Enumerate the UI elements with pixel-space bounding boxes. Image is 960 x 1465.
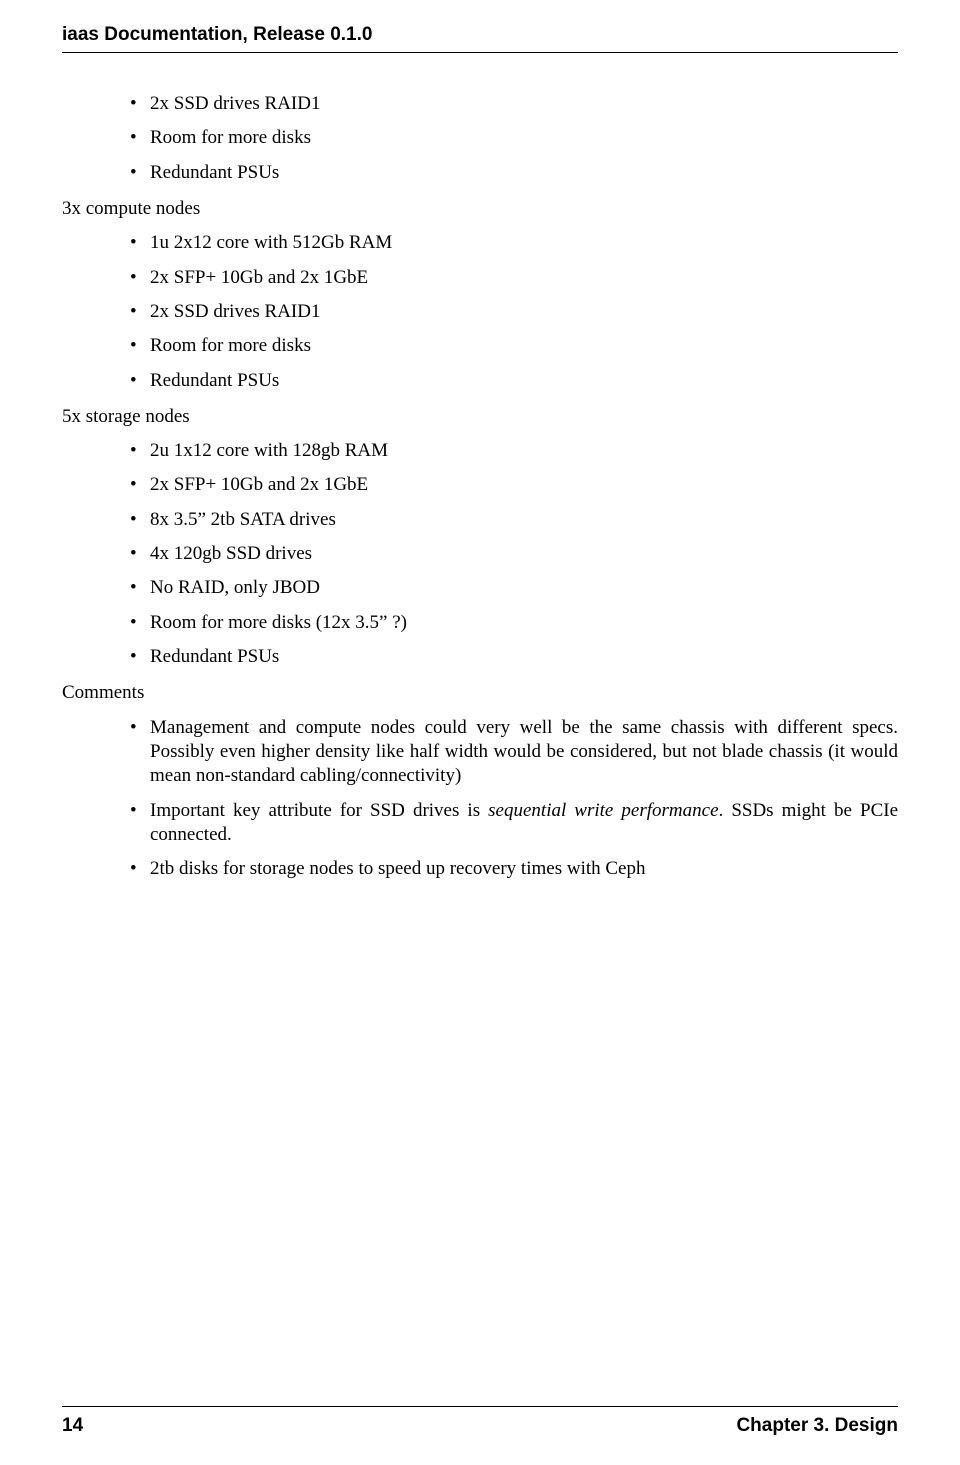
- list-item: 8x 3.5” 2tb SATA drives: [130, 508, 898, 532]
- text-run: Important key attribute for SSD drives i…: [150, 800, 488, 821]
- bullet-list-storage: 2u 1x12 core with 128gb RAM 2x SFP+ 10Gb…: [62, 439, 898, 669]
- list-item: Room for more disks (12x 3.5” ?): [130, 611, 898, 635]
- page: iaas Documentation, Release 0.1.0 2x SSD…: [0, 0, 960, 1465]
- chapter-label: Chapter 3. Design: [736, 1415, 898, 1437]
- page-footer: 14 Chapter 3. Design: [62, 1406, 898, 1437]
- list-item: 2u 1x12 core with 128gb RAM: [130, 439, 898, 463]
- list-item: 2x SSD drives RAID1: [130, 300, 898, 324]
- page-number: 14: [62, 1415, 83, 1437]
- bullet-list-compute: 1u 2x12 core with 512Gb RAM 2x SFP+ 10Gb…: [62, 231, 898, 393]
- list-item: 1u 2x12 core with 512Gb RAM: [130, 231, 898, 255]
- section-heading-comments: Comments: [62, 681, 898, 705]
- list-item: Room for more disks: [130, 334, 898, 358]
- list-item: Room for more disks: [130, 126, 898, 150]
- bullet-list-intro: 2x SSD drives RAID1 Room for more disks …: [62, 92, 898, 185]
- list-item: 2x SFP+ 10Gb and 2x 1GbE: [130, 266, 898, 290]
- list-item: Redundant PSUs: [130, 645, 898, 669]
- text-emphasis: sequential write performance: [488, 800, 718, 821]
- list-item: Redundant PSUs: [130, 161, 898, 185]
- section-heading-storage: 5x storage nodes: [62, 405, 898, 429]
- list-item: Management and compute nodes could very …: [130, 716, 898, 789]
- list-item: Redundant PSUs: [130, 369, 898, 393]
- list-item: 2x SFP+ 10Gb and 2x 1GbE: [130, 473, 898, 497]
- section-heading-compute: 3x compute nodes: [62, 197, 898, 221]
- list-item: 2tb disks for storage nodes to speed up …: [130, 857, 898, 881]
- page-content: 2x SSD drives RAID1 Room for more disks …: [62, 92, 898, 894]
- list-item: Important key attribute for SSD drives i…: [130, 799, 898, 848]
- page-header: iaas Documentation, Release 0.1.0: [62, 24, 898, 53]
- list-item: 4x 120gb SSD drives: [130, 542, 898, 566]
- list-item: No RAID, only JBOD: [130, 576, 898, 600]
- bullet-list-comments: Management and compute nodes could very …: [62, 716, 898, 882]
- list-item: 2x SSD drives RAID1: [130, 92, 898, 116]
